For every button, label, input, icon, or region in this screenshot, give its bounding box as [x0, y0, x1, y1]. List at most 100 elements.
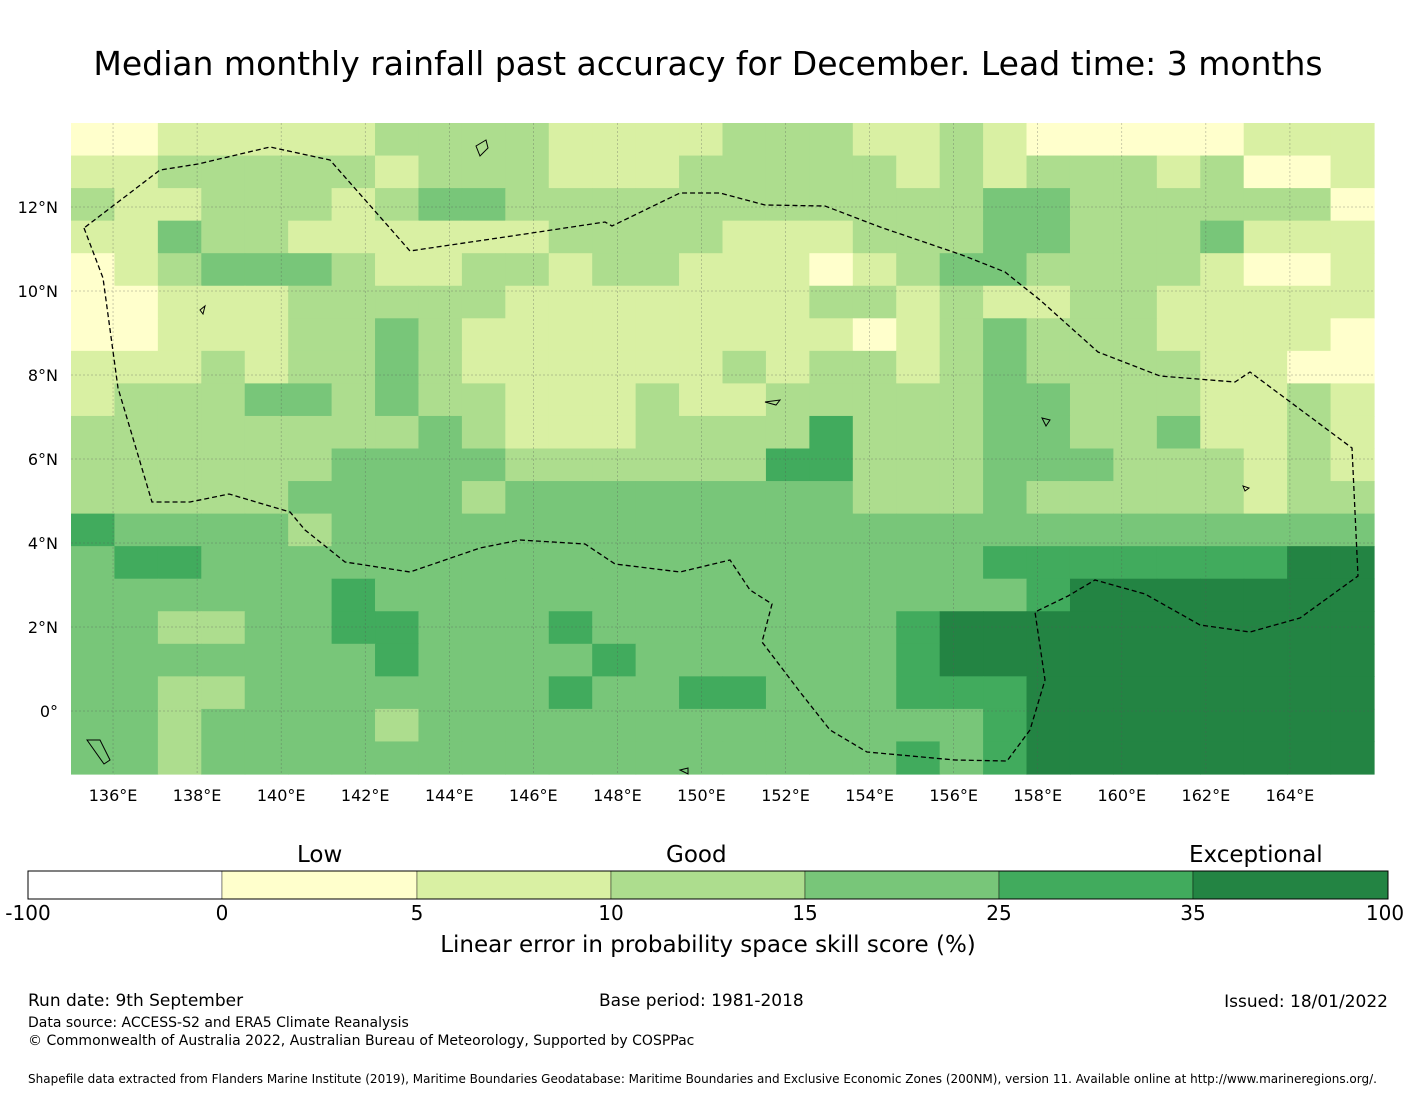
skill-cell	[852, 415, 897, 450]
skill-cell	[505, 253, 550, 287]
skill-cell	[592, 708, 637, 743]
skill-cell	[244, 676, 289, 710]
skill-cell	[722, 676, 767, 710]
skill-cell	[201, 253, 246, 287]
colorbar-tick: 5	[410, 901, 424, 925]
skill-cell	[1026, 123, 1071, 157]
skill-cell	[244, 188, 289, 222]
skill-cell	[1026, 708, 1071, 743]
skill-cell	[331, 448, 376, 482]
skill-cell	[375, 123, 420, 157]
latitude-tick-label: 6°N	[28, 450, 58, 469]
skill-cell	[679, 741, 724, 775]
skill-cell	[288, 253, 333, 287]
skill-cell	[896, 611, 941, 645]
shapefile-credit: Shapefile data extracted from Flanders M…	[28, 1072, 1377, 1086]
skill-cell	[157, 415, 202, 450]
skill-cell	[375, 676, 420, 710]
skill-cell	[1156, 676, 1201, 710]
skill-cell	[635, 741, 680, 775]
skill-cell	[765, 611, 810, 645]
skill-cell	[375, 611, 420, 645]
skill-cell	[1069, 708, 1114, 743]
skill-cell	[1113, 188, 1158, 222]
skill-cell	[1243, 448, 1288, 482]
skill-cell	[71, 155, 116, 189]
skill-cell	[939, 350, 984, 384]
skill-cell	[592, 123, 637, 157]
skill-cell	[201, 415, 246, 450]
skill-cell	[1287, 253, 1332, 287]
skill-cell	[592, 220, 637, 254]
skill-cell	[896, 188, 941, 222]
skill-cell	[114, 350, 159, 384]
skill-cell	[1243, 546, 1288, 580]
skill-cell	[1069, 188, 1114, 222]
skill-cell	[983, 643, 1028, 677]
skill-cell	[1113, 318, 1158, 352]
skill-cell	[592, 448, 637, 482]
skill-cell	[852, 611, 897, 645]
skill-cell	[1200, 415, 1245, 450]
skill-cell	[765, 481, 810, 515]
skill-cell	[114, 513, 159, 547]
skill-cell	[722, 643, 767, 677]
skill-cell	[809, 253, 854, 287]
skill-cell	[461, 253, 506, 287]
skill-cell	[1026, 611, 1071, 645]
skill-cell	[852, 741, 897, 775]
skill-cell	[809, 546, 854, 580]
skill-cell	[201, 611, 246, 645]
skill-cell	[809, 415, 854, 450]
skill-cell	[809, 318, 854, 352]
skill-cell	[1243, 513, 1288, 547]
skill-cell	[1026, 415, 1071, 450]
skill-cell	[461, 318, 506, 352]
skill-cell	[896, 123, 941, 157]
longitude-tick-label: 164°E	[1266, 786, 1315, 805]
skill-cell	[1287, 123, 1332, 157]
colorbar-segment	[804, 870, 1000, 900]
skill-cell	[157, 350, 202, 384]
skill-cell	[1069, 155, 1114, 189]
skill-cell	[505, 123, 550, 157]
skill-cell	[722, 415, 767, 450]
skill-cell	[896, 676, 941, 710]
skill-cell	[765, 578, 810, 612]
skill-cell	[635, 676, 680, 710]
skill-cell	[852, 513, 897, 547]
skill-cell	[71, 253, 116, 287]
skill-cell	[722, 188, 767, 222]
skill-cell	[1069, 513, 1114, 547]
skill-cell	[635, 546, 680, 580]
skill-cell	[375, 350, 420, 384]
colorbar-segment	[27, 870, 223, 900]
skill-cell	[765, 253, 810, 287]
latitude-tick-label: 2°N	[28, 618, 58, 637]
skill-cell	[1330, 188, 1375, 222]
skill-cell	[418, 546, 463, 580]
longitude-tick-label: 158°E	[1013, 786, 1062, 805]
skill-cell	[1026, 578, 1071, 612]
skill-score-map: 136°E 138°E 140°E 142°E 144°E 146°E 148°E 150°E…	[18, 123, 1375, 805]
skill-cell	[635, 708, 680, 743]
skill-cell	[1069, 415, 1114, 450]
skill-cell	[983, 578, 1028, 612]
skill-cell	[939, 708, 984, 743]
skill-cell	[809, 741, 854, 775]
skill-cell	[1156, 481, 1201, 515]
skill-cell	[505, 155, 550, 189]
skill-cell	[71, 350, 116, 384]
skill-cell	[896, 318, 941, 352]
skill-cell	[1287, 415, 1332, 450]
skill-cell	[418, 676, 463, 710]
skill-cell	[939, 481, 984, 515]
skill-cell	[722, 155, 767, 189]
skill-cell	[765, 546, 810, 580]
skill-cell	[983, 415, 1028, 450]
skill-cell	[1330, 676, 1375, 710]
skill-cell	[201, 643, 246, 677]
skill-cell	[331, 513, 376, 547]
skill-cell	[1330, 708, 1375, 743]
skill-cell	[418, 253, 463, 287]
